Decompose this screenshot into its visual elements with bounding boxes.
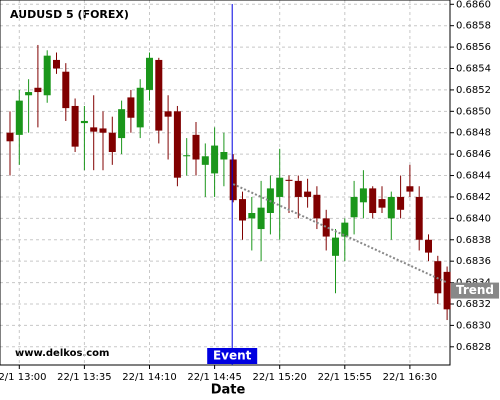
chart-title: AUDUSD 5 (FOREX) (10, 8, 129, 21)
y-tick-label: 0.6832 (456, 299, 491, 310)
candle-body (322, 218, 330, 237)
y-tick-label: 0.6828 (456, 342, 491, 353)
candle-body (99, 128, 107, 133)
candle-body (192, 134, 200, 160)
candle-body (304, 191, 312, 197)
candle-body (62, 71, 70, 109)
candle-body (415, 196, 423, 240)
y-tick-label: 0.6852 (456, 85, 491, 96)
x-tick-label: 22/1 14:45 (187, 372, 241, 383)
candle-body (25, 92, 33, 96)
trend-line (232, 183, 448, 284)
candle-body (378, 199, 386, 208)
x-tick-label: 22/1 16:30 (383, 372, 437, 383)
candle-body (118, 109, 126, 139)
x-tick-label: 22/1 15:55 (318, 372, 372, 383)
y-tick-label: 0.6844 (456, 171, 491, 182)
candle-body (211, 145, 219, 174)
candle-body (183, 155, 191, 157)
y-tick-label: 0.6860 (456, 0, 491, 10)
candle-body (397, 196, 405, 210)
y-tick-label: 0.6848 (456, 128, 491, 139)
candle-body (6, 132, 14, 142)
y-tick-label: 0.6838 (456, 235, 491, 246)
candle-body (71, 105, 79, 147)
y-tick-label: 0.6850 (456, 106, 491, 117)
candle-body (350, 196, 358, 218)
candle-body (387, 196, 395, 219)
candle-body (34, 87, 42, 93)
candle-body (425, 239, 432, 253)
candle-body (341, 222, 349, 237)
y-tick-label: 0.6858 (456, 21, 491, 32)
y-tick-label: 0.6856 (456, 42, 491, 53)
x-tick-label: 22/1 13:35 (57, 372, 111, 383)
candle-body (164, 111, 172, 117)
candle-body (406, 186, 414, 192)
candle-body (127, 97, 135, 118)
candle-body (359, 188, 367, 203)
y-tick-label: 0.6840 (456, 213, 491, 224)
y-tick-label: 0.6842 (456, 192, 491, 203)
plot-area (0, 0, 451, 366)
candle-body (90, 127, 98, 132)
candle-body (443, 271, 451, 310)
candle-body (173, 111, 181, 178)
y-tick-label: 0.6846 (456, 149, 491, 160)
trend-label: Trend (456, 283, 494, 297)
candle-body (220, 151, 228, 160)
candle-body (229, 159, 237, 201)
candle-body (239, 199, 246, 221)
x-tick-label: 22/1 13:00 (0, 372, 47, 383)
candle-body (313, 194, 321, 219)
candle-body (201, 156, 209, 165)
candle-body (276, 177, 284, 197)
candle-body (248, 213, 256, 219)
candle-body (294, 180, 302, 197)
candle-body (369, 188, 377, 214)
y-tick-label: 0.6836 (456, 256, 491, 267)
candle-body (285, 179, 293, 181)
candle-body (146, 57, 153, 90)
x-tick-label: 22/1 15:20 (252, 372, 306, 383)
y-tick-label: 0.6830 (456, 320, 491, 331)
trend-label-box (451, 282, 499, 299)
candle-body (136, 87, 144, 128)
candle-body (43, 55, 51, 96)
candle-body (108, 132, 116, 152)
x-axis-title: Date (211, 383, 246, 398)
y-tick-label: 0.6854 (456, 64, 491, 75)
candle-body (53, 59, 60, 69)
candle-body (80, 120, 88, 124)
x-tick-label: 22/1 14:10 (122, 372, 176, 383)
candle-body (15, 100, 23, 135)
watermark: www.delkos.com (15, 348, 109, 359)
event-label: Event (213, 349, 252, 363)
candle-body (257, 207, 265, 230)
candle-body (332, 237, 339, 256)
event-label-box (207, 348, 258, 364)
candle-body (155, 59, 163, 131)
